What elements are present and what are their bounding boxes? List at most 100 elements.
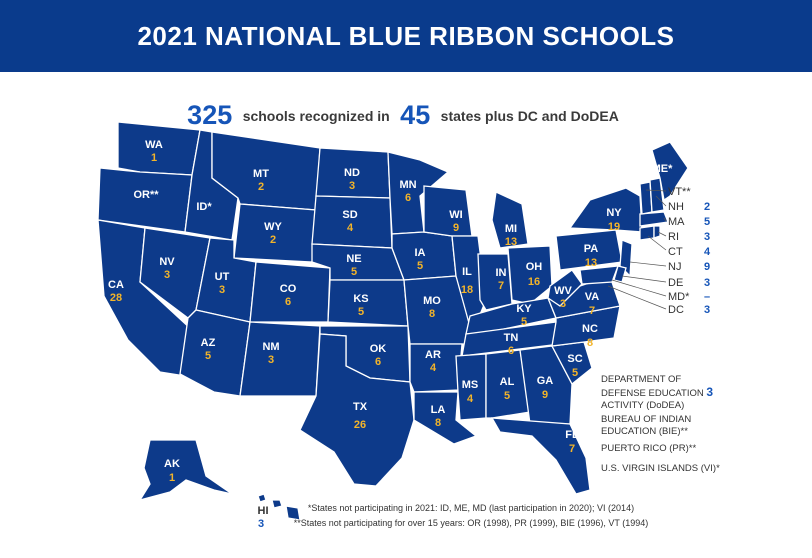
label-IL: IL <box>462 266 472 278</box>
state-FL[interactable] <box>490 417 591 495</box>
count-PA: 13 <box>585 257 597 269</box>
label-WY: WY <box>264 221 282 233</box>
label-MN: MN <box>399 179 416 191</box>
label-TN: TN <box>504 332 519 344</box>
state-labels: WA 1 OR** ID* MT 2 WY 2 ND 3 SD 4 NE 5 K… <box>108 139 673 530</box>
label-IN: IN <box>496 267 507 279</box>
label-AR: AR <box>425 349 441 361</box>
state-MA[interactable] <box>639 211 669 227</box>
title-banner: 2021 NATIONAL BLUE RIBBON SCHOOLS <box>0 0 812 72</box>
label-MS: MS <box>462 379 479 391</box>
state-AK[interactable] <box>138 439 233 502</box>
state-NH[interactable] <box>649 177 665 213</box>
label-WI: WI <box>449 209 462 221</box>
state-ME[interactable] <box>651 141 689 202</box>
state-MS[interactable] <box>455 353 487 421</box>
label-MI: MI <box>505 223 517 235</box>
count-TX: 26 <box>354 419 366 431</box>
state-OH[interactable] <box>507 245 553 305</box>
count-IA: 5 <box>417 260 423 272</box>
state-MD[interactable] <box>579 265 619 285</box>
label-GA: GA <box>537 375 554 387</box>
state-MI[interactable] <box>491 191 529 249</box>
count-DE: 3 <box>704 277 710 289</box>
summary-line: 325 schools recognized in 45 states plus… <box>0 100 812 131</box>
count-MI: 13 <box>505 236 517 248</box>
count-NH: 2 <box>704 201 710 213</box>
count-WY: 2 <box>270 234 276 246</box>
count-IN: 7 <box>498 280 504 292</box>
label-DC: DC <box>668 304 684 316</box>
count-NC: 8 <box>587 337 593 349</box>
label-NJ: NJ <box>668 261 681 273</box>
label-NY: NY <box>606 207 622 219</box>
label-MT: MT <box>253 168 269 180</box>
count-FL: 7 <box>569 443 575 455</box>
count-CT: 4 <box>704 246 711 258</box>
state-MN[interactable] <box>387 151 450 235</box>
label-ME: ME* <box>652 163 674 175</box>
count-MS: 4 <box>467 393 474 405</box>
count-HI: 3 <box>258 518 264 530</box>
state-NM[interactable] <box>239 321 321 397</box>
label-FL: FL <box>565 429 579 441</box>
label-NH: NH <box>668 201 684 213</box>
count-ND: 3 <box>349 180 355 192</box>
label-RI: RI <box>668 231 679 243</box>
count-NE: 5 <box>351 266 357 278</box>
count-AR: 4 <box>430 362 437 374</box>
label-SC: SC <box>567 353 582 365</box>
states-text: states plus DC and DoDEA <box>440 107 619 124</box>
label-DE: DE <box>668 277 683 289</box>
label-HI: HI <box>258 505 269 517</box>
count-AK: 1 <box>169 472 175 484</box>
state-AL[interactable] <box>485 349 531 419</box>
state-RI[interactable] <box>653 225 661 239</box>
count-NJ: 9 <box>704 261 710 273</box>
label-MD: MD* <box>668 291 690 303</box>
dodea-line2-row: DEFENSE EDUCATION 3 <box>601 386 713 400</box>
count-NM: 3 <box>268 354 274 366</box>
count-LA: 8 <box>435 417 441 429</box>
page-title: 2021 NATIONAL BLUE RIBBON SCHOOLS <box>137 20 675 51</box>
count-IL: 18 <box>461 284 473 296</box>
footnote-2: **States not participating for over 15 y… <box>293 518 649 528</box>
label-NC: NC <box>582 323 598 335</box>
state-HI[interactable] <box>257 493 301 521</box>
label-CA: CA <box>108 279 124 291</box>
label-TX: TX <box>353 401 368 413</box>
state-DE[interactable] <box>613 265 627 283</box>
label-UT: UT <box>215 271 230 283</box>
label-PA: PA <box>584 243 599 255</box>
state-WV[interactable] <box>547 269 583 307</box>
footnote-1: *States not participating in 2021: ID, M… <box>307 503 635 513</box>
count-SD: 4 <box>347 222 354 234</box>
state-CT[interactable] <box>639 225 655 241</box>
label-ND: ND <box>344 167 360 179</box>
count-KS: 5 <box>358 306 364 318</box>
label-OH: OH <box>526 261 543 273</box>
count-NV: 3 <box>164 269 170 281</box>
count-MT: 2 <box>258 181 264 193</box>
count-MA: 5 <box>704 216 710 228</box>
schools-text: schools recognized in <box>242 107 390 124</box>
state-WY[interactable] <box>233 203 317 263</box>
state-IN[interactable] <box>477 253 513 311</box>
state-NY[interactable] <box>568 187 643 233</box>
label-CT: CT <box>668 246 683 258</box>
state-AR[interactable] <box>409 343 463 393</box>
count-TN: 6 <box>508 345 514 357</box>
label-ID: ID* <box>196 201 212 213</box>
count-RI: 3 <box>704 231 710 243</box>
state-WI[interactable] <box>423 185 473 237</box>
count-GA: 9 <box>542 389 548 401</box>
label-CO: CO <box>280 283 297 295</box>
label-NM: NM <box>262 341 279 353</box>
state-AZ[interactable] <box>179 309 251 397</box>
count-MD: – <box>704 291 710 303</box>
state-GA[interactable] <box>519 345 573 425</box>
count-UT: 3 <box>219 284 225 296</box>
dodea-count: 3 <box>706 385 714 399</box>
label-KY: KY <box>516 303 532 315</box>
